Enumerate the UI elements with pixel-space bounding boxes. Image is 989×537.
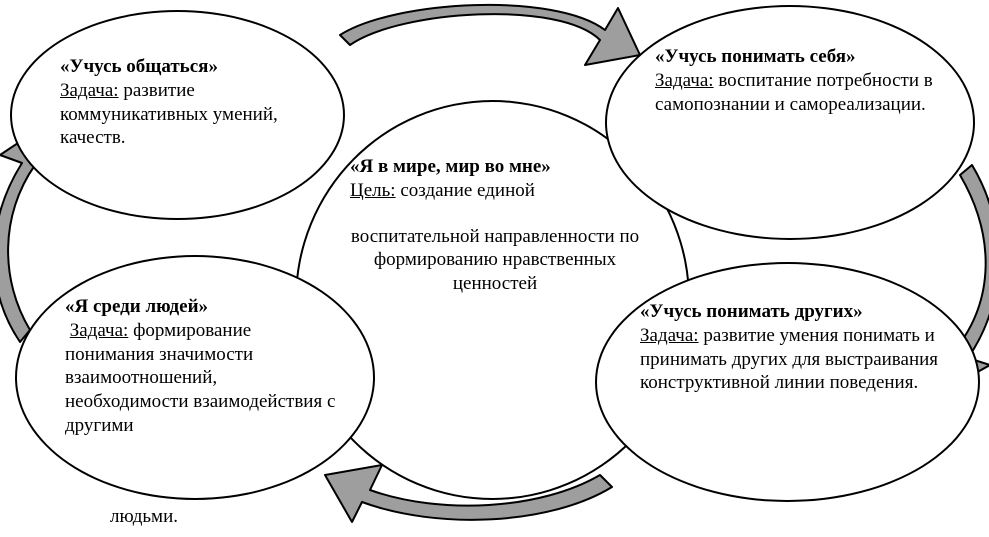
node-text-top-left: «Учусь общаться» Задача: развитие коммун… — [60, 55, 300, 150]
center-text: «Я в мире, мир во мне» Цель: создание ед… — [350, 155, 640, 296]
diagram-canvas: «Я в мире, мир во мне» Цель: создание ед… — [0, 0, 989, 537]
overflow-word: людьми. — [110, 505, 178, 529]
arrow-top — [340, 5, 640, 65]
node-ellipse-top-right — [605, 5, 975, 240]
node-title: «Я среди людей» — [65, 296, 208, 317]
center-title: «Я в мире, мир во мне» — [350, 156, 551, 177]
node-text-top-right: «Учусь понимать себя» Задача: воспитание… — [655, 45, 935, 116]
node-title: «Учусь общаться» — [60, 56, 218, 77]
center-label: Цель: — [350, 180, 396, 201]
node-label: Задача: — [60, 80, 119, 101]
center-body-bottom: воспитательной направленности по формиро… — [350, 225, 640, 296]
node-text-bottom-right: «Учусь понимать других» Задача: развитие… — [640, 300, 940, 395]
node-label: Задача: — [70, 320, 129, 341]
center-body-top: создание единой — [400, 180, 535, 201]
node-label: Задача: — [655, 70, 714, 91]
node-text-bottom-left: «Я среди людей» Задача: формирование пон… — [65, 295, 345, 438]
node-title: «Учусь понимать других» — [640, 301, 863, 322]
overflow-word-text: людьми. — [110, 506, 178, 527]
node-label: Задача: — [640, 325, 699, 346]
node-title: «Учусь понимать себя» — [655, 46, 856, 67]
